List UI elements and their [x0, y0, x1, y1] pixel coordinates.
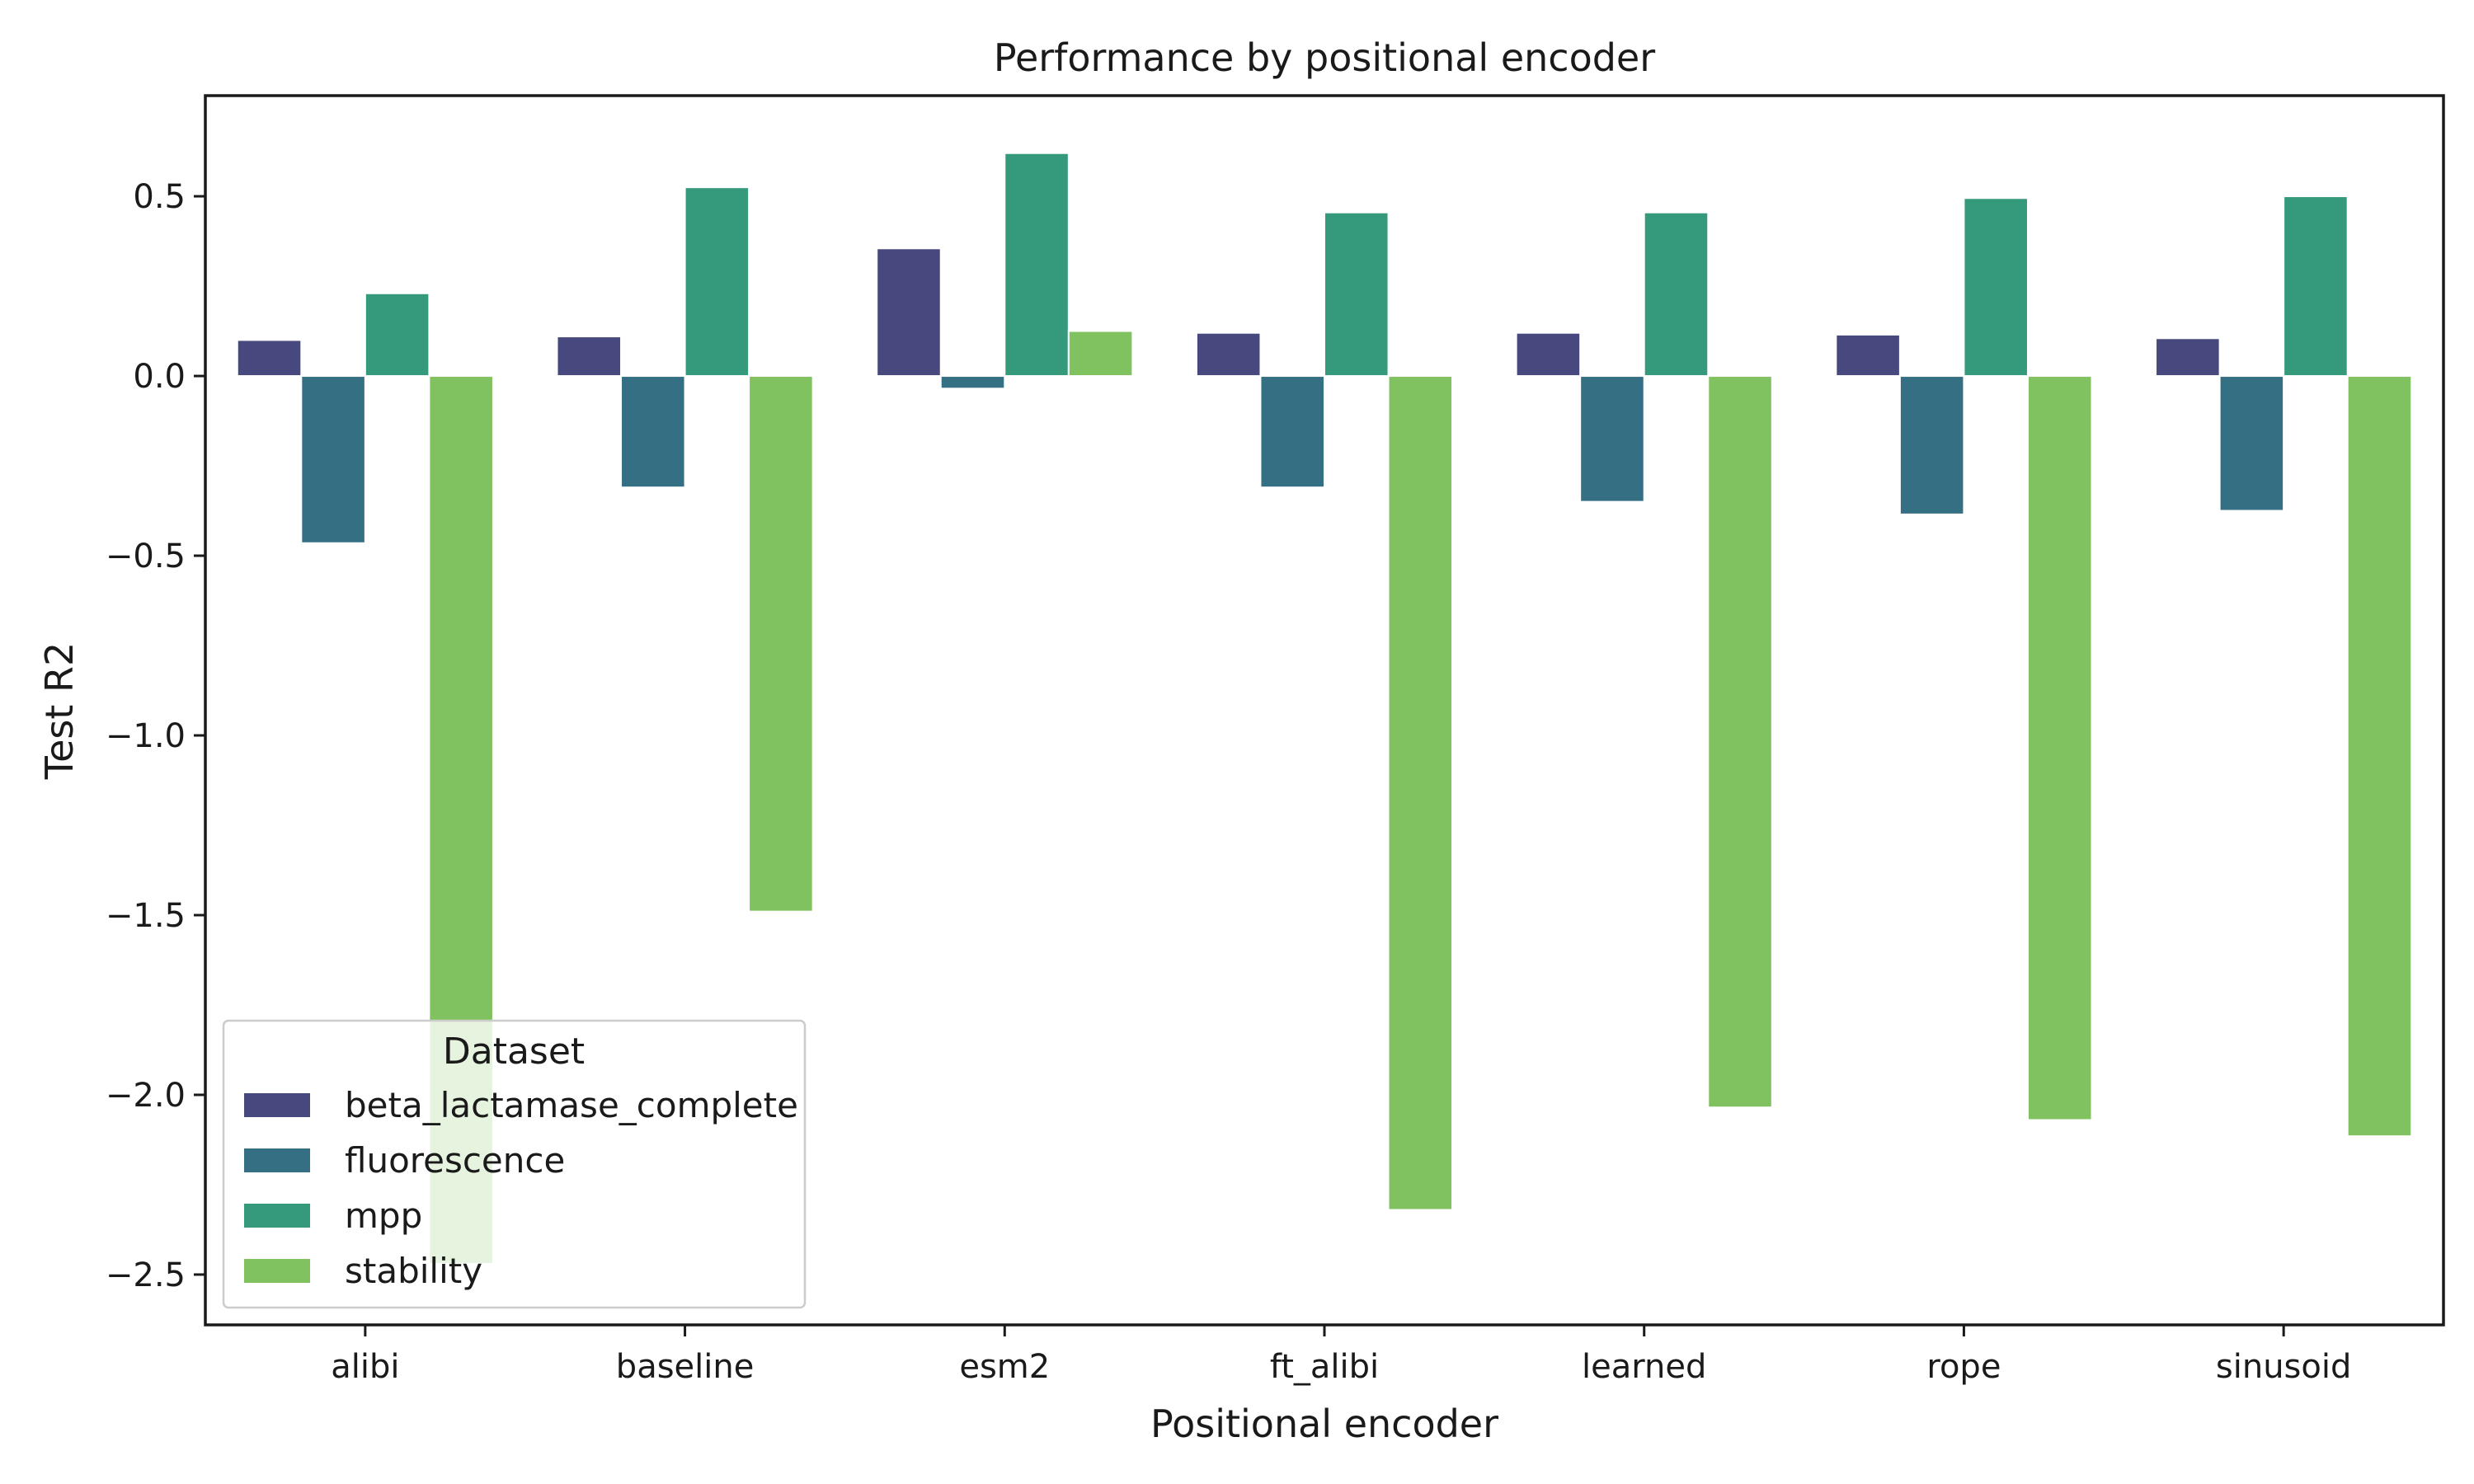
bar-stability-esm2: [1067, 330, 1134, 378]
y-tick-label: −2.5: [106, 1256, 186, 1294]
legend-swatch-fluorescence: [244, 1148, 310, 1172]
bar-beta_lactamase_complete-rope: [1835, 333, 1901, 378]
y-tick-label: −1.0: [106, 717, 186, 755]
bar-fluorescence-baseline: [620, 375, 686, 489]
bar-beta_lactamase_complete-baseline: [556, 336, 623, 378]
y-tick-label: 0.5: [133, 178, 186, 216]
x-tick-label: sinusoid: [2216, 1348, 2351, 1386]
y-tick-label: 0.0: [133, 358, 186, 396]
legend-label-beta_lactamase_complete: beta_lactamase_complete: [345, 1085, 798, 1125]
bar-stability-sinusoid: [2346, 375, 2413, 1138]
bars: [236, 152, 2413, 1265]
x-tick-label: esm2: [959, 1348, 1050, 1386]
bar-fluorescence-ft_alibi: [1259, 375, 1326, 489]
bar-fluorescence-sinusoid: [2218, 375, 2285, 512]
bar-mpp-ft_alibi: [1324, 211, 1390, 378]
x-tick-label: baseline: [616, 1348, 755, 1386]
bar-stability-rope: [2026, 375, 2093, 1121]
legend-box: [222, 1019, 807, 1309]
bar-beta_lactamase_complete-learned: [1515, 331, 1582, 378]
bar-fluorescence-learned: [1579, 375, 1645, 503]
bar-beta_lactamase_complete-esm2: [876, 247, 942, 378]
chart-title: Performance by positional encoder: [994, 35, 1655, 80]
legend-swatch-stability: [244, 1259, 310, 1283]
legend-label-fluorescence: fluorescence: [345, 1140, 565, 1181]
bar-fluorescence-esm2: [939, 375, 1006, 390]
x-tick-label: ft_alibi: [1270, 1348, 1379, 1386]
x-tick-label: learned: [1582, 1348, 1706, 1386]
bar-mpp-rope: [1963, 197, 2029, 378]
x-tick-label: rope: [1926, 1348, 2001, 1386]
legend: Dataset beta_lactamase_complete fluoresce…: [222, 1019, 807, 1309]
bar-fluorescence-rope: [1898, 375, 1965, 515]
bar-mpp-learned: [1643, 211, 1710, 378]
plot-frame: [204, 94, 2445, 1327]
bar-mpp-sinusoid: [2283, 195, 2349, 378]
x-tick-label: alibi: [331, 1348, 399, 1386]
bar-stability-baseline: [748, 375, 814, 913]
legend-items: beta_lactamase_complete fluorescence mpp st…: [244, 1085, 798, 1291]
bar-beta_lactamase_complete-ft_alibi: [1195, 331, 1262, 378]
bar-mpp-alibi: [364, 292, 430, 378]
bar-stability-ft_alibi: [1387, 375, 1454, 1211]
legend-swatch-beta_lactamase_complete: [244, 1093, 310, 1117]
legend-title: Dataset: [443, 1031, 585, 1073]
y-tick-label: −1.5: [106, 897, 186, 935]
y-tick-label: −0.5: [106, 538, 186, 575]
bar-beta_lactamase_complete-sinusoid: [2155, 337, 2221, 378]
legend-label-mpp: mpp: [345, 1195, 422, 1236]
legend-swatch-mpp: [244, 1204, 310, 1228]
x-axis-ticks: alibi baseline esm2 ft_alibi learned rope sinu…: [331, 1325, 2351, 1386]
bar-mpp-esm2: [1004, 152, 1070, 378]
y-axis-label: Test R2: [37, 642, 82, 780]
y-axis-ticks: 0.5 0.0 −0.5 −1.0 −1.5 −2.0 −2.5: [106, 178, 205, 1294]
bar-stability-learned: [1707, 375, 1773, 1109]
bar-mpp-baseline: [684, 186, 750, 378]
y-tick-label: −2.0: [106, 1077, 186, 1115]
x-axis-label: Positional encoder: [1150, 1402, 1498, 1446]
bar-fluorescence-alibi: [300, 375, 366, 544]
bar-beta_lactamase_complete-alibi: [236, 339, 303, 378]
legend-label-stability: stability: [345, 1251, 482, 1291]
